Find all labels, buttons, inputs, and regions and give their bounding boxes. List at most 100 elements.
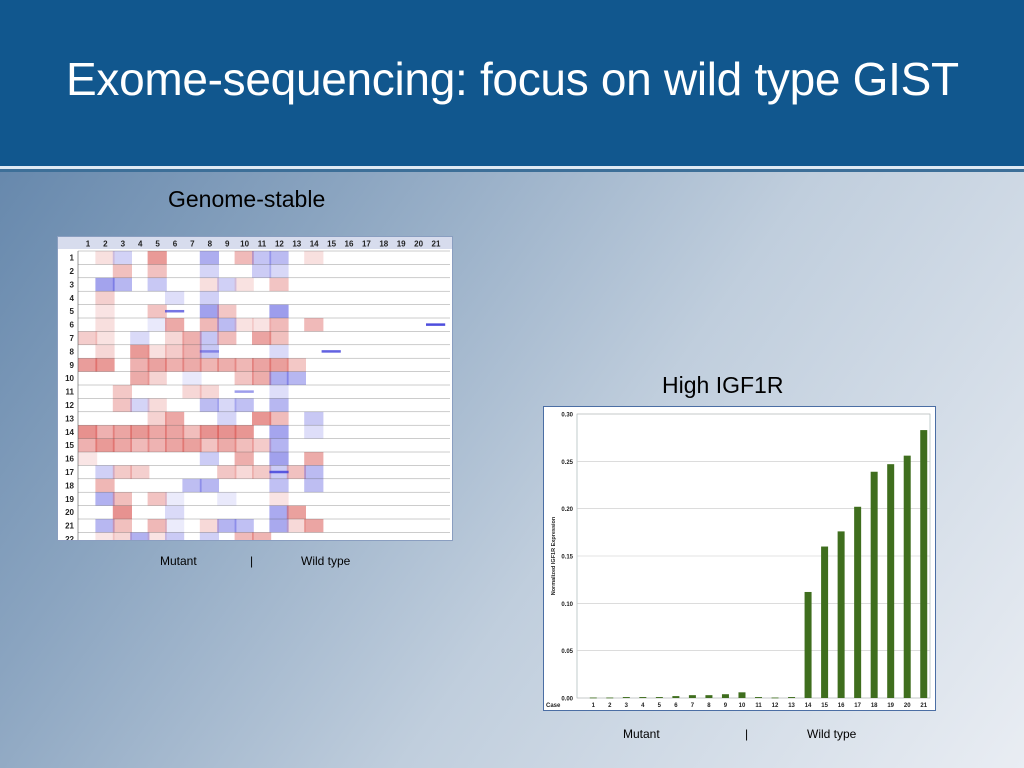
heatmap-cell [217,304,237,318]
heatmap-row-label: 2 [70,267,75,276]
heatmap-cell [130,465,150,479]
heatmap-cell [95,251,115,265]
x-tick-label: 12 [772,703,779,709]
heatmap-column-label: 9 [225,240,230,249]
slide-title: Exome-sequencing: focus on wild type GIS… [66,53,959,105]
heatmap-cell [199,519,219,533]
heatmap-cell [252,358,272,372]
heatmap-cell [147,438,167,452]
heatmap-row-label: 12 [65,401,74,410]
heatmap-column-label: 1 [86,240,91,249]
x-tick-label: 18 [871,703,878,709]
bar [721,694,729,698]
barchart-wild-type-caption: Wild type [807,727,857,741]
heatmap-row-label: 17 [65,468,74,477]
heatmap-column-label: 21 [432,240,441,249]
heatmap-cell [234,465,254,479]
heatmap-line-mark [199,350,219,353]
x-tick-label: 19 [887,703,894,709]
x-tick-label: 9 [724,703,728,709]
heatmap-row-label: 14 [65,428,74,437]
x-tick-label: 10 [739,703,746,709]
heatmap-cell [199,385,219,399]
heatmap-cell [304,452,324,466]
heatmap-cell [112,251,132,265]
heatmap-row-label: 20 [65,508,74,517]
heatmap-cell [234,371,254,385]
heatmap-cell [234,398,254,412]
heatmap-cell [217,465,237,479]
heatmap-cell [199,532,219,540]
bar [705,695,713,698]
heatmap-cell [217,411,237,426]
heatmap-cell [165,318,185,332]
heatmap-header-band [58,237,452,249]
heatmap-cell [199,251,219,265]
bar [655,697,663,698]
x-axis-label: Case [546,703,561,709]
bar [606,697,614,699]
x-tick-label: 21 [920,703,927,709]
heatmap-cell [304,519,324,533]
heatmap-cell [286,371,306,385]
heatmap-cell [269,304,289,318]
heatmap-cell [112,465,132,479]
heatmap-cell [165,492,185,506]
x-tick-label: 11 [755,703,762,709]
heatmap-cell [234,358,254,372]
heatmap-cell [147,318,167,332]
bar [639,697,647,698]
heatmap-cell [269,358,289,372]
heatmap-cell [165,425,185,439]
heatmap-cell [269,385,289,399]
bar [589,697,597,699]
heatmap-cell [286,519,306,533]
heatmap-cell [147,344,167,359]
heatmap-cell [269,371,289,385]
heatmap-cell [130,331,150,345]
heatmap-cell [95,304,115,318]
heatmap-cell [112,398,132,412]
heatmap-column-label: 12 [275,240,284,249]
heatmap-cell [112,505,132,519]
heatmap-cell [234,438,254,452]
heatmap-cell [252,411,272,426]
bar [788,697,796,698]
heatmap-cell [165,331,185,345]
heatmap-cell [252,251,272,265]
bar [887,464,895,698]
x-tick-label: 15 [821,703,828,709]
heatmap-cell [286,505,306,519]
heatmap-cell [199,398,219,412]
heatmap-cell [95,465,115,479]
heatmap-cell [252,438,272,452]
heatmap-cell [78,425,98,439]
x-tick-label: 16 [838,703,845,709]
heatmap-column-label: 14 [310,240,319,249]
heatmap-cell [147,304,167,318]
heatmap-cell [147,519,167,533]
heatmap-cell [165,291,185,305]
heatmap-cell [199,331,219,345]
heatmap-row-label: 8 [70,347,75,356]
heatmap-cell [95,425,115,439]
heatmap-column-label: 2 [103,240,108,249]
heatmap-cell [95,331,115,345]
heatmap-cell [130,532,150,540]
heatmap-cell [130,398,150,412]
heatmap-panel: 1 2 3 4 5 6 7 8 9 10 11 12 13 14 15 16 17 18 19 20 21 1 2 3 4 5 6 7… [57,236,453,541]
bar [804,591,812,698]
heatmap-cell [182,371,202,385]
heatmap-cell [269,344,289,359]
x-tick-label: 13 [788,703,795,709]
heatmap-cell [269,519,289,533]
heatmap-cell [78,358,98,372]
heatmap-cell [95,438,115,452]
heatmap-cell [199,277,219,292]
heatmap-cell [112,264,132,278]
heatmap-cell [217,398,237,412]
x-tick-label: 5 [658,703,662,709]
heatmap-row-label: 11 [66,388,75,397]
heatmap-cell [182,385,202,399]
x-tick-label: 17 [854,703,861,709]
